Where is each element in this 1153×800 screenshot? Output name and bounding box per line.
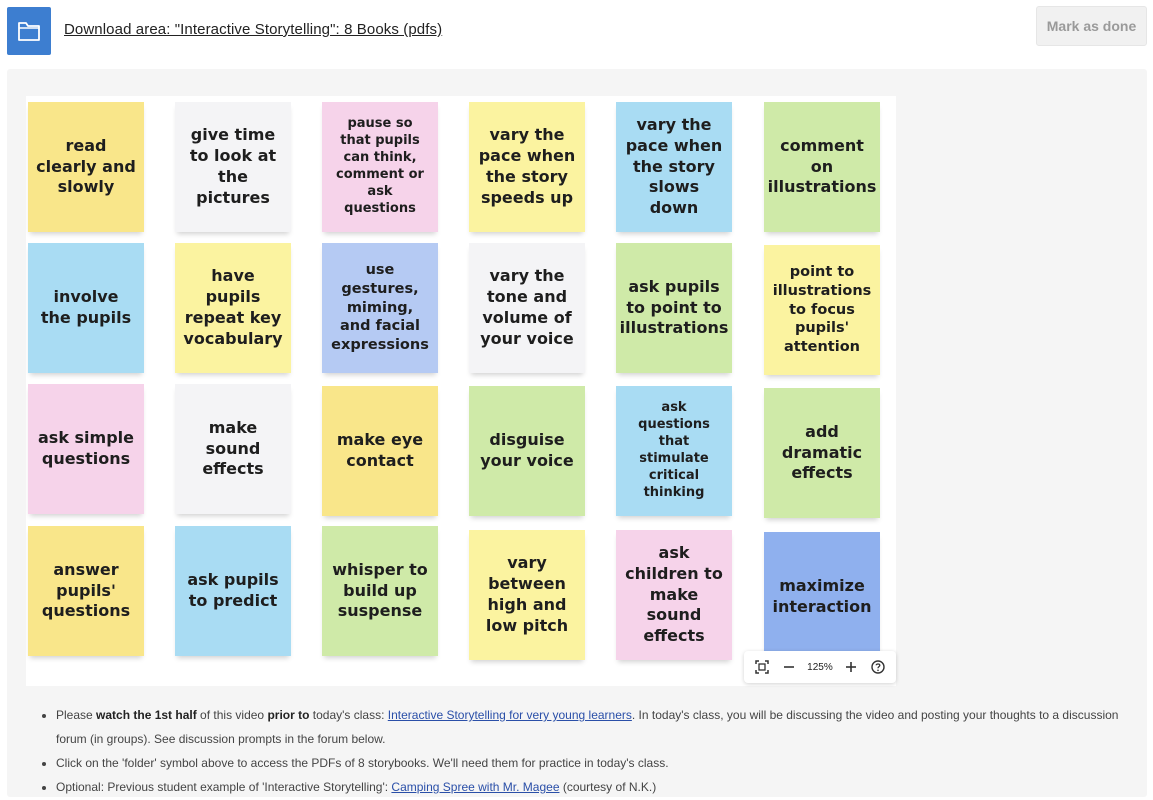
- sticky-note[interactable]: ask pupils to predict: [175, 526, 291, 656]
- sticky-note[interactable]: vary the pace when the story slows down: [616, 102, 732, 232]
- zoom-in-button[interactable]: [840, 656, 862, 678]
- zoom-level: 125%: [807, 661, 833, 673]
- folder-button[interactable]: [7, 7, 51, 55]
- sticky-note[interactable]: whisper to build up suspense: [322, 526, 438, 656]
- instructions-list: Please watch the 1st half of this video …: [38, 703, 1138, 799]
- folder-icon: [18, 22, 40, 41]
- sticky-note[interactable]: vary the pace when the story speeds up: [469, 102, 585, 232]
- sticky-note-board[interactable]: read clearly and slowly give time to look…: [26, 96, 896, 686]
- sticky-note[interactable]: ask questions that stimulate critical th…: [616, 386, 732, 516]
- help-icon: [871, 660, 886, 674]
- student-example-link[interactable]: Camping Spree with Mr. Magee: [391, 780, 560, 794]
- sticky-note[interactable]: answer pupils' questions: [28, 526, 144, 656]
- sticky-note[interactable]: pause so that pupils can think, comment …: [322, 102, 438, 232]
- download-area-link[interactable]: Download area: "Interactive Storytelling…: [64, 21, 443, 38]
- sticky-note[interactable]: involve the pupils: [28, 243, 144, 373]
- sticky-note[interactable]: add dramatic effects: [764, 388, 880, 518]
- sticky-note[interactable]: ask pupils to point to illustrations: [616, 243, 732, 373]
- sticky-note[interactable]: have pupils repeat key vocabulary: [175, 243, 291, 373]
- mark-as-done-button[interactable]: Mark as done: [1036, 6, 1147, 46]
- sticky-note[interactable]: point to illustrations to focus pupils' …: [764, 245, 880, 375]
- fit-screen-button[interactable]: [751, 656, 773, 678]
- fit-screen-icon: [754, 660, 769, 674]
- instruction-item-optional: Optional: Previous student example of 'I…: [56, 775, 1138, 799]
- instruction-item-video: Please watch the 1st half of this video …: [56, 703, 1138, 751]
- plus-icon: [846, 662, 857, 672]
- sticky-note[interactable]: read clearly and slowly: [28, 102, 144, 232]
- minus-icon: [783, 666, 794, 668]
- zoom-out-button[interactable]: [778, 656, 800, 678]
- sticky-note[interactable]: ask simple questions: [28, 384, 144, 514]
- help-button[interactable]: [867, 656, 889, 678]
- sticky-note[interactable]: ask children to make sound effects: [616, 530, 732, 660]
- sticky-note[interactable]: vary the tone and volume of your voice: [469, 243, 585, 373]
- sticky-note[interactable]: give time to look at the pictures: [175, 102, 291, 232]
- activity-header: Download area: "Interactive Storytelling…: [0, 0, 1153, 62]
- video-link[interactable]: Interactive Storytelling for very young …: [387, 708, 632, 722]
- embedded-board-container: read clearly and slowly give time to look…: [7, 69, 1147, 797]
- sticky-note[interactable]: vary between high and low pitch: [469, 530, 585, 660]
- sticky-note[interactable]: make eye contact: [322, 386, 438, 516]
- sticky-note[interactable]: comment on illustrations: [764, 102, 880, 232]
- sticky-note[interactable]: maximize interaction: [764, 532, 880, 662]
- sticky-note[interactable]: make sound effects: [175, 384, 291, 514]
- sticky-note[interactable]: use gestures, miming, and facial express…: [322, 243, 438, 373]
- sticky-note[interactable]: disguise your voice: [469, 386, 585, 516]
- zoom-toolbar: 125%: [744, 651, 896, 683]
- instruction-item-folder: Click on the 'folder' symbol above to ac…: [56, 751, 1138, 775]
